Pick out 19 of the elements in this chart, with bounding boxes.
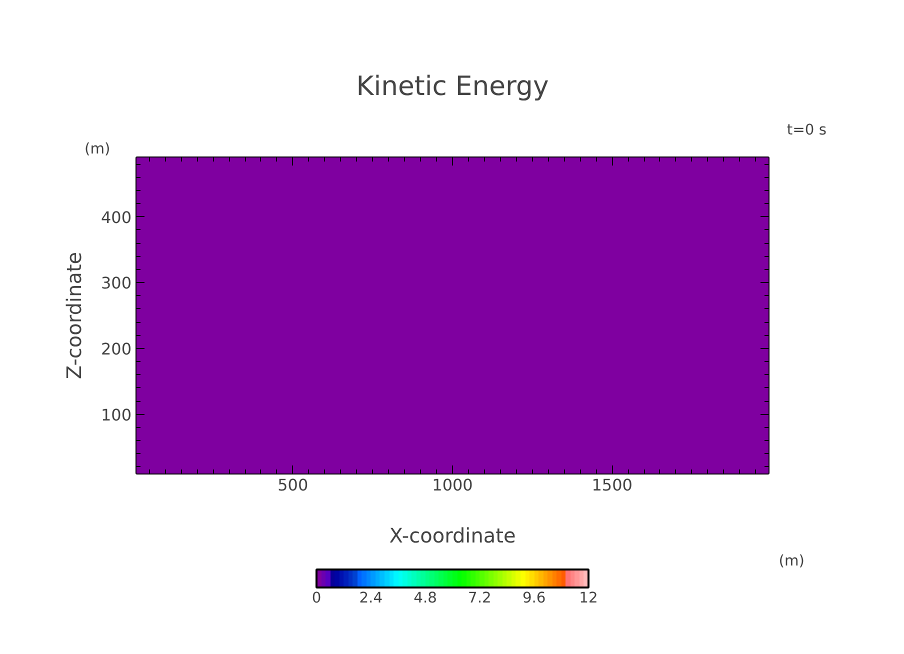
y-tick-label: 200 (100, 339, 132, 358)
color-bar-label: 0 (312, 590, 322, 606)
x-tick-label: 1000 (432, 476, 473, 494)
y-tick-label: 300 (100, 274, 132, 293)
y-tick-label: 100 (100, 405, 132, 424)
color-bar-label: 9.6 (522, 590, 546, 606)
y-tick-label: 400 (100, 208, 132, 227)
text: t=0 s (786, 122, 827, 138)
chart-title: Kinetic Energy (356, 71, 549, 102)
color-bar-label: 4.8 (414, 590, 437, 606)
text: (m) (84, 140, 110, 158)
x-tick-label: 1500 (592, 476, 632, 494)
y-axis-title: Z-coordinate (62, 252, 86, 380)
x-tick-label: 500 (278, 476, 308, 494)
x-axis-title: X-coordinate (389, 524, 516, 548)
color-bar-label: 2.4 (359, 590, 383, 606)
color-bar-label: 7.2 (468, 590, 492, 606)
color-bar-label: 12 (579, 590, 598, 606)
text: (m) (778, 552, 805, 570)
